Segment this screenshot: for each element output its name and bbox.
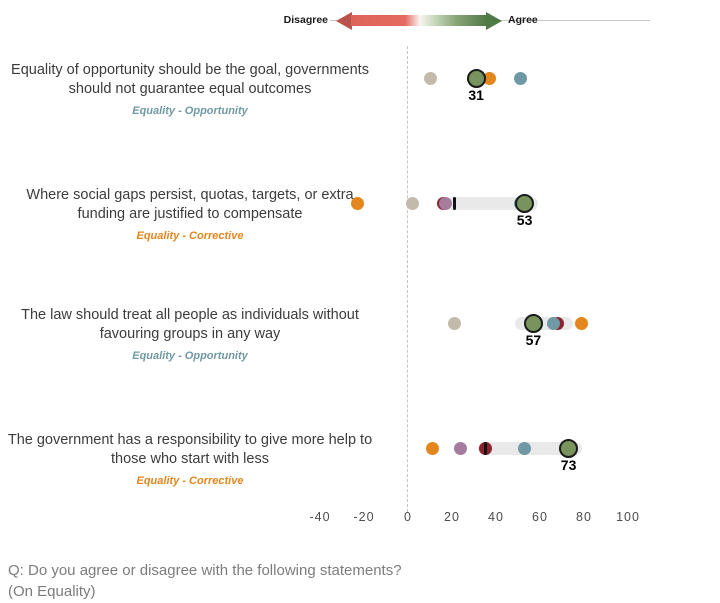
statement-row: The government has a responsibility to g… — [0, 426, 720, 521]
highlight-dot — [559, 438, 579, 458]
arrow-right-icon — [486, 12, 502, 30]
category-label: Equality - Corrective — [136, 230, 244, 242]
question-text: Q: Do you agree or disagree with the fol… — [8, 560, 402, 602]
dot-orange — [482, 71, 496, 85]
category-label: Equality - Opportunity — [132, 105, 248, 117]
axis-tick-label: 100 — [616, 510, 640, 524]
highlight-dot — [466, 68, 486, 88]
dot-purple — [454, 441, 468, 455]
agree-label: Agree — [508, 14, 538, 26]
dot-tan — [423, 71, 437, 85]
statement-block: The law should treat all people as indiv… — [2, 306, 378, 362]
question-line2: (On Equality) — [8, 583, 96, 600]
dot-teal — [518, 441, 532, 455]
dot-teal — [546, 316, 560, 330]
statement-text: The law should treat all people as indiv… — [21, 307, 359, 342]
highlight-value-label: 57 — [525, 332, 542, 348]
dot-teal — [513, 71, 527, 85]
statement-block: The government has a responsibility to g… — [2, 431, 378, 487]
statement-row: Where social gaps persist, quotas, targe… — [0, 181, 720, 276]
dot-tan — [405, 196, 419, 210]
median-tick — [452, 197, 456, 210]
zero-reference-line — [407, 46, 408, 512]
axis-tick-label: 20 — [444, 510, 460, 524]
category-label: Equality - Opportunity — [132, 350, 248, 362]
highlight-value-label: 73 — [560, 457, 577, 473]
highlight-value-label: 31 — [468, 87, 484, 103]
axis-tick-label: -40 — [309, 510, 331, 524]
disagree-label: Disagree — [283, 14, 328, 26]
highlight-value-label: 53 — [516, 212, 533, 228]
dot-purple — [438, 196, 452, 210]
axis-tick-label: 80 — [576, 510, 592, 524]
statement-block: Where social gaps persist, quotas, targe… — [2, 186, 378, 242]
axis-tick-label: -20 — [353, 510, 375, 524]
highlight-dot — [515, 193, 535, 213]
statement-text: The government has a responsibility to g… — [7, 432, 373, 467]
category-label: Equality - Corrective — [136, 475, 244, 487]
statement-row: The law should treat all people as indiv… — [0, 301, 720, 396]
gradient-arrow — [351, 15, 486, 26]
axis-tick-label: 40 — [488, 510, 504, 524]
statement-block: Equality of opportunity should be the go… — [2, 61, 378, 117]
highlight-dot — [523, 313, 543, 333]
axis-tick-label: 60 — [532, 510, 548, 524]
dot-orange — [575, 316, 589, 330]
dot-orange — [425, 441, 439, 455]
median-tick — [483, 442, 487, 455]
axis-tick-label: 0 — [404, 510, 412, 524]
arrow-left-icon — [336, 12, 352, 30]
dot-orange — [350, 196, 364, 210]
question-line1: Q: Do you agree or disagree with the fol… — [8, 562, 402, 579]
statement-row: Equality of opportunity should be the go… — [0, 56, 720, 151]
statement-text: Where social gaps persist, quotas, targe… — [26, 187, 354, 222]
statement-text: Equality of opportunity should be the go… — [11, 62, 369, 97]
dot-tan — [447, 316, 461, 330]
